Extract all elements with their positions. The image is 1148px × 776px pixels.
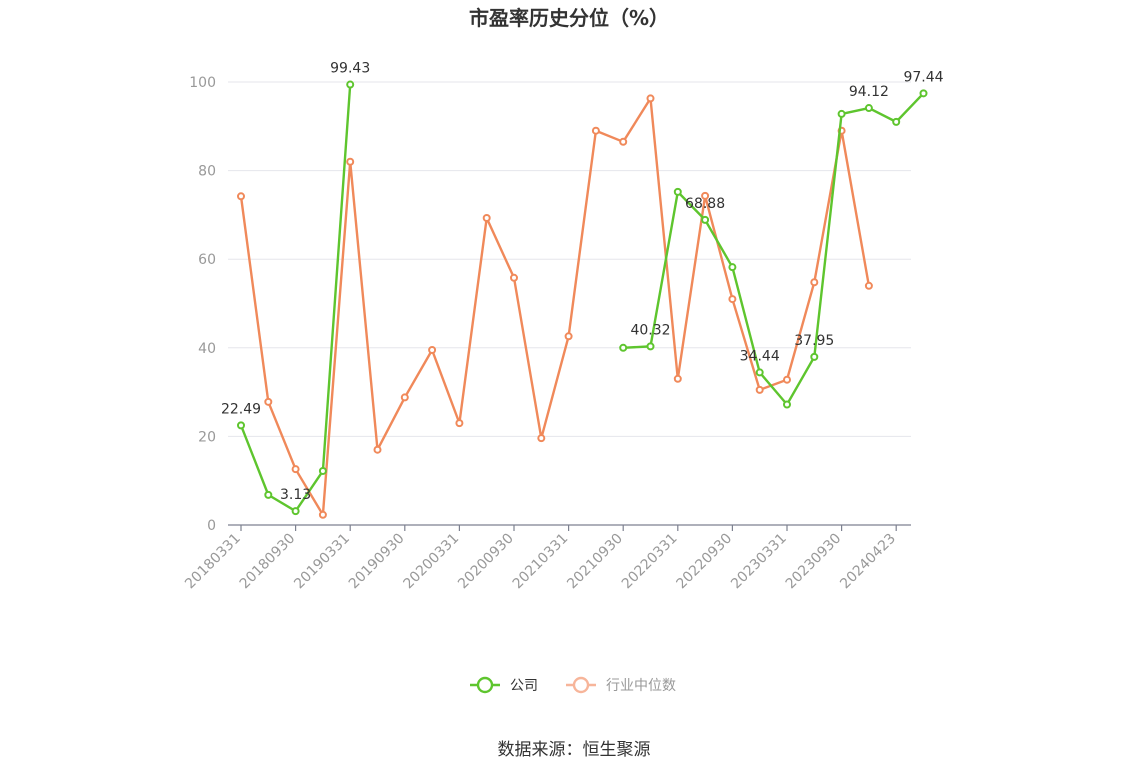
data-point: [318, 466, 327, 475]
y-tick-label: 100: [189, 75, 216, 91]
legend-label: 公司: [510, 678, 538, 694]
data-point: [619, 343, 628, 352]
grid-lines: [228, 81, 911, 437]
source-text: 数据来源：恒生聚源: [498, 740, 651, 760]
legend-marker: [476, 676, 494, 694]
data-point: [701, 191, 710, 200]
data-point: [837, 109, 846, 118]
data-point: [428, 346, 437, 355]
data-label: 94.12: [849, 84, 889, 100]
series-layer: [237, 80, 928, 519]
data-point: [482, 214, 491, 223]
chart-title: 市盈率历史分位（%）: [469, 6, 669, 30]
data-point: [373, 445, 382, 454]
y-tick-label: 80: [198, 164, 216, 180]
data-point: [291, 507, 300, 516]
data-label: 68.88: [685, 196, 725, 212]
data-point: [591, 126, 600, 135]
data-point: [864, 281, 873, 290]
data-label: 97.44: [903, 69, 943, 85]
series-line-1: [239, 97, 871, 517]
x-axis: 2018033120180930201903312019093020200331…: [182, 524, 911, 593]
data-labels: 22.49 3.13 99.43 40.32 68.88 34.44 37.95 94.12 9…: [221, 61, 944, 504]
x-tick-label: 20220331: [619, 531, 681, 593]
data-point: [510, 273, 518, 282]
legend-label: 行业中位数: [606, 678, 676, 694]
data-point: [783, 400, 791, 409]
data-point: [291, 465, 300, 474]
data-point: [346, 157, 355, 166]
data-point: [673, 374, 682, 383]
data-label: 3.13: [280, 487, 311, 503]
x-tick-label: 20190930: [346, 531, 408, 593]
data-point: [564, 332, 573, 341]
legend-marker: [572, 676, 590, 694]
y-tick-label: 60: [198, 252, 216, 268]
x-tick-label: 20220930: [674, 531, 736, 593]
data-point: [264, 397, 273, 406]
x-tick-label: 20240423: [837, 531, 899, 593]
x-tick-label: 20200331: [401, 531, 463, 593]
data-point: [646, 342, 655, 351]
data-point: [783, 375, 791, 384]
data-point: [701, 215, 710, 224]
x-tick-label: 20190331: [291, 531, 353, 593]
data-label: 40.32: [630, 322, 670, 338]
data-point: [455, 419, 464, 428]
data-point: [346, 80, 355, 89]
data-label: 34.44: [740, 348, 780, 364]
data-label: 22.49: [221, 401, 261, 417]
data-point: [755, 385, 764, 394]
data-point: [619, 137, 628, 146]
data-label: 37.95: [794, 333, 834, 349]
x-tick-label: 20180331: [182, 531, 244, 593]
x-tick-label: 20210930: [564, 531, 626, 593]
data-point: [646, 94, 655, 103]
x-tick-label: 20230930: [783, 531, 845, 593]
x-tick-label: 20180930: [237, 531, 299, 593]
data-point: [728, 295, 737, 304]
y-tick-label: 40: [198, 341, 216, 357]
data-point: [537, 434, 546, 443]
data-label: 99.43: [330, 61, 370, 77]
data-point: [728, 263, 737, 272]
data-point: [864, 104, 873, 113]
y-tick-label: 20: [198, 429, 216, 445]
x-tick-label: 20200930: [455, 531, 517, 593]
series-line-0: [239, 84, 352, 513]
data-point: [673, 187, 682, 196]
data-point: [892, 117, 901, 126]
data-point: [755, 368, 764, 377]
series-line-0: [623, 92, 925, 406]
data-point: [237, 421, 245, 430]
data-point: [810, 278, 819, 287]
y-tick-label: 0: [207, 518, 216, 534]
x-tick-label: 20210331: [510, 531, 572, 593]
x-tick-label: 20230331: [728, 531, 790, 593]
data-point: [919, 89, 928, 98]
data-point: [400, 393, 409, 402]
y-axis: 0 20 40 60 80 100: [189, 75, 216, 534]
data-point: [810, 352, 819, 361]
data-point: [237, 192, 245, 201]
data-point: [318, 510, 327, 519]
data-point: [264, 490, 273, 499]
legend[interactable]: 公司 行业中位数: [470, 676, 676, 694]
